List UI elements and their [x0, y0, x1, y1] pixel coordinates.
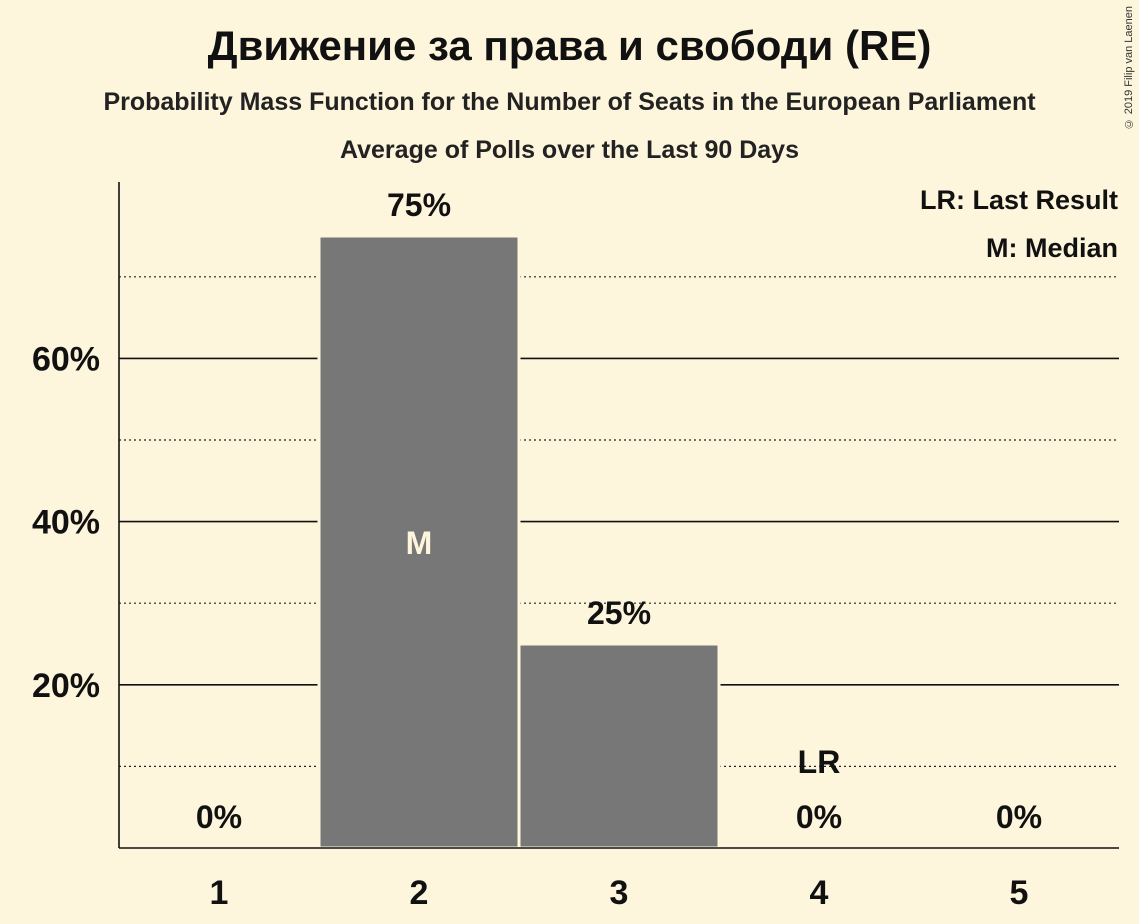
legend-entry: M: Median [986, 233, 1118, 263]
legend-entry: LR: Last Result [920, 185, 1118, 215]
x-tick-label: 3 [610, 874, 629, 912]
last-result-marker: LR [798, 744, 841, 780]
y-tick-label: 60% [32, 340, 100, 378]
bar-value-label: 75% [387, 187, 451, 223]
bar-value-label: 0% [796, 799, 842, 835]
chart-subtitle-2: Average of Polls over the Last 90 Days [340, 136, 799, 164]
bar-value-label: 0% [996, 799, 1042, 835]
y-tick-label: 20% [32, 667, 100, 705]
x-tick-label: 5 [1010, 874, 1029, 912]
chart-subtitle: Probability Mass Function for the Number… [103, 88, 1036, 116]
x-tick-label: 1 [210, 874, 229, 912]
x-tick-label: 2 [410, 874, 429, 912]
bar [317, 234, 521, 850]
bar-value-label: 25% [587, 595, 651, 631]
bar-value-label: 0% [196, 799, 242, 835]
y-tick-label: 40% [32, 504, 100, 542]
bar [517, 642, 721, 850]
x-tick-label: 4 [810, 874, 829, 912]
chart-title: Движение за права и свободи (RE) [207, 22, 932, 69]
median-marker: M [406, 525, 433, 561]
